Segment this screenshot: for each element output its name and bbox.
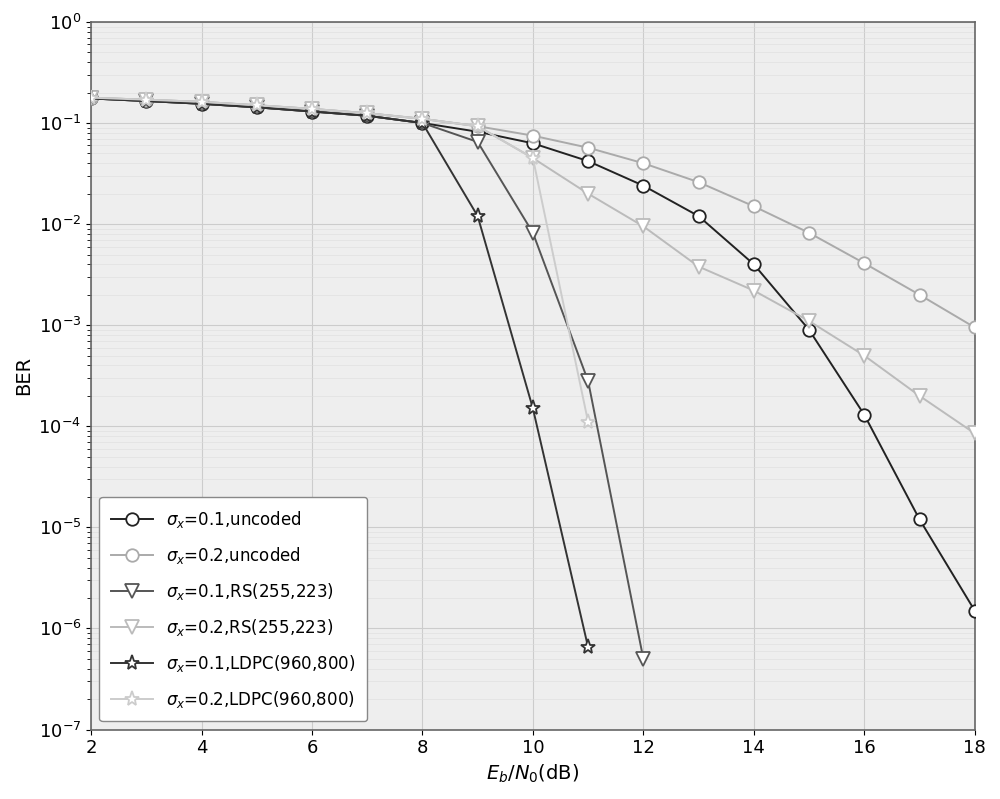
Y-axis label: BER: BER xyxy=(14,356,33,396)
Legend: $\sigma_x$=0.1,uncoded, $\sigma_x$=0.2,uncoded, $\sigma_x$=0.1,RS(255,223), $\si: $\sigma_x$=0.1,uncoded, $\sigma_x$=0.2,u… xyxy=(99,497,367,721)
X-axis label: $E_b/N_0$(dB): $E_b/N_0$(dB) xyxy=(486,763,580,785)
